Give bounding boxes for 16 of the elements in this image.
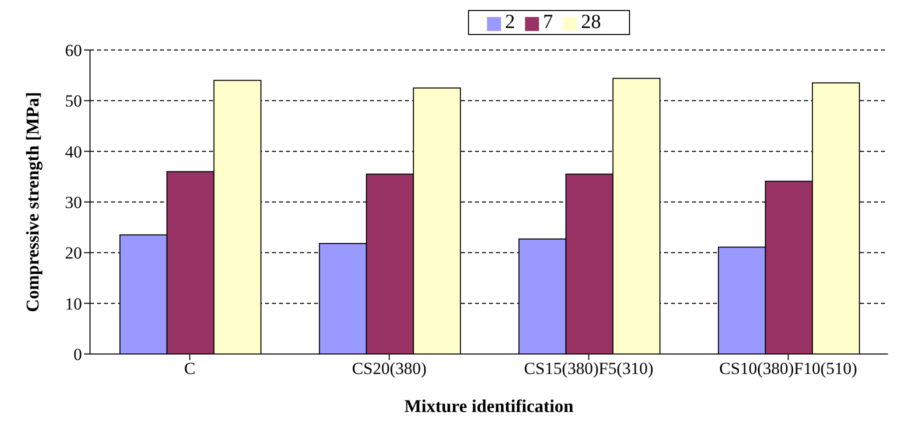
x-tick-label: CS10(380)F10(510) — [719, 359, 858, 378]
y-tick-label: 30 — [65, 193, 82, 212]
y-tick-label: 60 — [65, 41, 82, 60]
y-tick-label: 0 — [74, 345, 82, 364]
legend-label: 2 — [505, 11, 515, 33]
x-tick-label: CS15(380)F5(310) — [524, 359, 654, 378]
legend-label: 7 — [543, 11, 553, 33]
legend-label: 28 — [581, 11, 601, 33]
y-tick-label: 50 — [65, 92, 82, 111]
x-tick-label: C — [184, 359, 196, 378]
y-tick-label: 10 — [65, 294, 82, 314]
x-tick-label: CS20(380) — [352, 359, 427, 378]
y-tick-label: 20 — [65, 244, 82, 263]
x-axis-title: Mixture identification — [404, 396, 574, 416]
y-tick-label: 40 — [65, 142, 82, 162]
y-axis-title: Compressive strength [MPa] — [22, 92, 42, 312]
